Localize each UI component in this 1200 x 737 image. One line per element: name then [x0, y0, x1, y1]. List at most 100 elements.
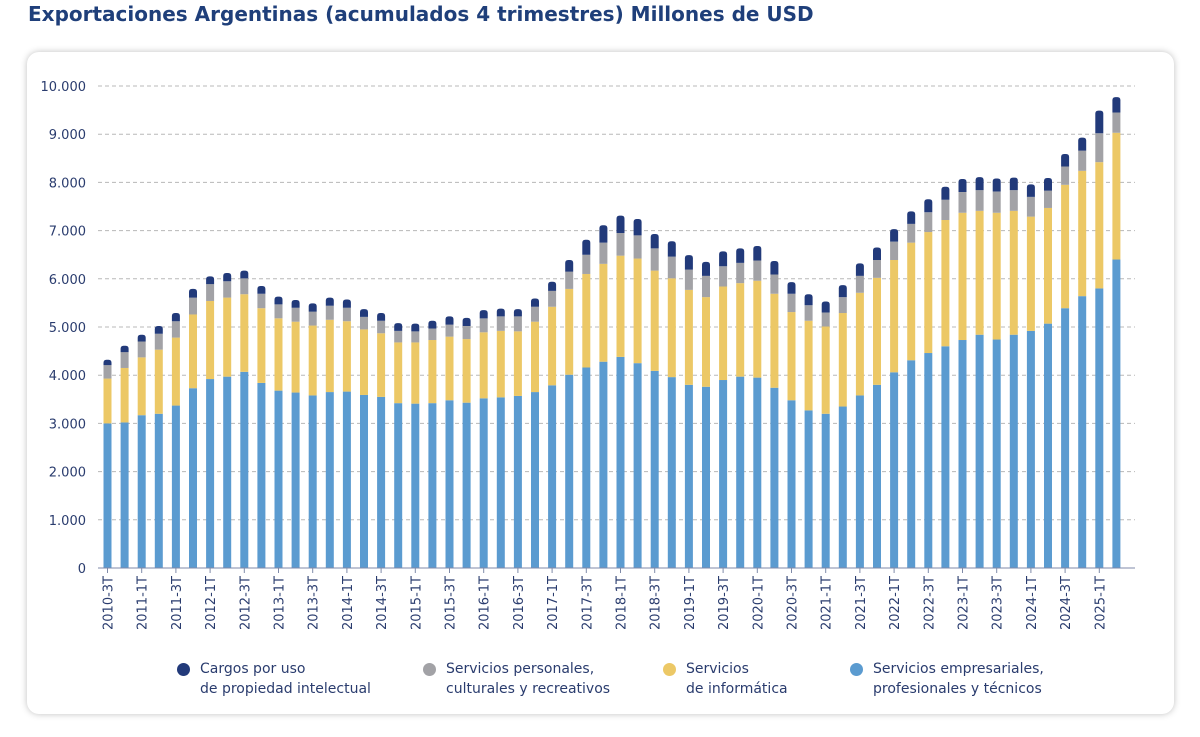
bar-segment	[274, 390, 283, 568]
bar-segment	[360, 309, 368, 317]
bar-segment	[1061, 166, 1070, 185]
bar-segment	[1078, 296, 1087, 568]
bar-stack	[120, 345, 129, 568]
bar-segment	[445, 316, 454, 325]
y-tick-label: 8.000	[49, 176, 86, 191]
bar-segment	[565, 271, 574, 289]
bar-segment	[411, 323, 420, 332]
bar-segment	[531, 306, 539, 322]
bar-segment	[154, 326, 163, 334]
bar-segment	[342, 391, 351, 568]
bar-segment	[582, 367, 591, 568]
bar-segment	[137, 415, 146, 568]
bar-stack	[137, 334, 146, 568]
bar-segment	[787, 400, 796, 568]
x-tick-label: 2016-1T	[478, 576, 493, 630]
x-tick-label: 2014-1T	[341, 576, 356, 630]
bar-segment	[171, 321, 180, 338]
legend-label: Servicios personales, culturales y recre…	[446, 661, 611, 697]
bar-stack	[667, 241, 676, 568]
bar-segment	[924, 353, 933, 568]
bar-segment	[240, 294, 249, 372]
bar-segment	[1078, 137, 1087, 151]
bar-segment	[325, 297, 334, 306]
bar-segment	[753, 377, 762, 568]
bar-segment	[975, 334, 984, 568]
bar-segment	[890, 241, 899, 261]
bar-segment	[206, 300, 215, 380]
bar-stack	[274, 296, 283, 568]
bar-segment	[958, 212, 967, 341]
bar-segment	[907, 242, 916, 361]
bar-stack	[189, 288, 197, 568]
x-axis-tick-labels: 2010-3T 2011-1T 2011-3T 2012-1T 2012-3T 2013-…	[102, 576, 1109, 630]
bar-stack	[650, 233, 659, 568]
bar-segment	[496, 330, 505, 398]
bar-segment	[189, 288, 197, 298]
x-tick-label: 2016-3T	[512, 576, 527, 630]
bar-segment	[582, 239, 591, 255]
y-tick-label: 7.000	[49, 225, 86, 240]
bar-segment	[479, 332, 488, 399]
bar-segment	[513, 309, 522, 317]
bar-stack	[582, 239, 591, 568]
bar-segment	[137, 334, 146, 342]
x-tick-label: 2021-3T	[854, 576, 869, 630]
bar-stack	[941, 186, 950, 568]
bar-segment	[1095, 288, 1104, 568]
bar-segment	[120, 422, 129, 568]
bar-stack	[394, 323, 403, 568]
bar-segment	[274, 318, 283, 391]
bar-segment	[1026, 196, 1035, 217]
bar-segment	[821, 312, 830, 327]
bar-segment	[736, 376, 745, 568]
bar-segment	[360, 329, 368, 395]
bar-stack	[599, 225, 608, 568]
bar-segment	[445, 324, 454, 337]
bar-segment	[719, 266, 728, 287]
x-axis	[98, 567, 1135, 573]
bar-stack	[975, 177, 984, 568]
bar-segment	[702, 261, 710, 276]
bar-stack	[223, 273, 232, 568]
y-tick-label: 6.000	[49, 273, 86, 288]
legend-marker-icon	[177, 663, 190, 676]
bar-segment	[873, 260, 881, 278]
bar-stack	[1112, 97, 1121, 568]
x-tick-label: 2019-1T	[683, 576, 698, 630]
bar-segment	[992, 339, 1001, 568]
bar-segment	[684, 289, 693, 385]
bar-segment	[1112, 112, 1121, 133]
bar-stack	[873, 247, 881, 568]
bar-stack	[411, 323, 420, 568]
bar-segment	[1009, 334, 1018, 568]
x-tick-label: 2020-3T	[786, 576, 801, 630]
bar-segment	[206, 284, 215, 301]
bar-stack	[171, 313, 180, 568]
bar-segment	[787, 312, 796, 401]
bar-segment	[189, 297, 197, 315]
bar-segment	[360, 316, 368, 330]
bar-stack	[804, 294, 813, 568]
bar-segment	[513, 395, 522, 568]
bar-segment	[770, 260, 779, 275]
bar-segment	[274, 296, 283, 305]
x-tick-label: 2025-1T	[1093, 576, 1108, 630]
bar-segment	[496, 397, 505, 568]
y-tick-label: 10.000	[41, 80, 87, 95]
bar-stack	[496, 308, 505, 568]
bar-segment	[616, 356, 625, 568]
bar-segment	[513, 316, 522, 332]
bar-stack	[992, 178, 1001, 568]
bar-segment	[667, 241, 676, 257]
x-tick-label: 2015-1T	[409, 576, 424, 630]
legend-item: Servicios empresariales, profesionales y…	[850, 659, 1044, 699]
x-tick-label: 2017-3T	[580, 576, 595, 630]
y-axis-tick-labels: 0 1.000 2.000 3.000 4.000 5.000 6.000 7.000 8.00…	[41, 80, 87, 577]
bar-stack	[360, 309, 368, 568]
bar-segment	[616, 233, 625, 256]
y-tick-label: 1.000	[49, 514, 86, 529]
bar-stack	[907, 211, 916, 568]
bar-segment	[684, 384, 693, 568]
x-tick-label: 2023-1T	[957, 576, 972, 630]
